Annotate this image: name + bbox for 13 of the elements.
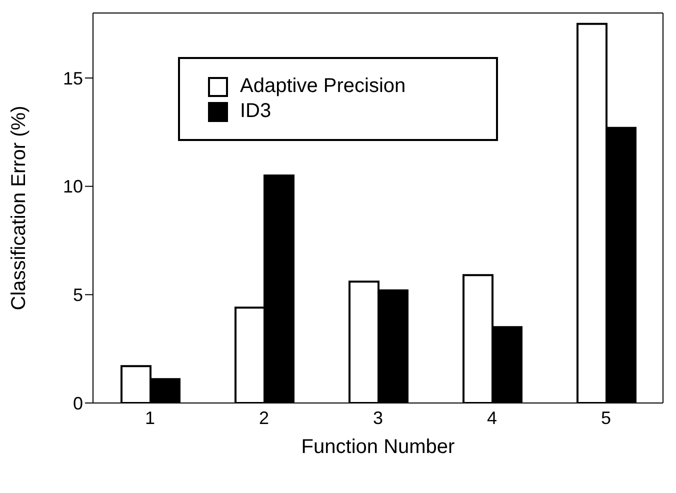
- legend-label: ID3: [240, 100, 272, 123]
- x-tick-label: 3: [372, 408, 384, 428]
- y-tick-label: 15: [62, 68, 83, 88]
- legend-label: Adaptive Precision: [240, 75, 406, 98]
- x-tick-label: 4: [486, 408, 498, 428]
- y-axis-title: Classification Error (%): [8, 106, 30, 310]
- y-tick-label: 10: [62, 176, 83, 197]
- x-tick-label: 2: [258, 408, 270, 428]
- y-tick-label: 0: [72, 393, 83, 414]
- x-axis-title: Function Number: [301, 436, 456, 458]
- x-tick-label: 5: [600, 408, 612, 428]
- y-tick-label: 5: [72, 285, 83, 306]
- x-tick-label: 1: [144, 408, 156, 428]
